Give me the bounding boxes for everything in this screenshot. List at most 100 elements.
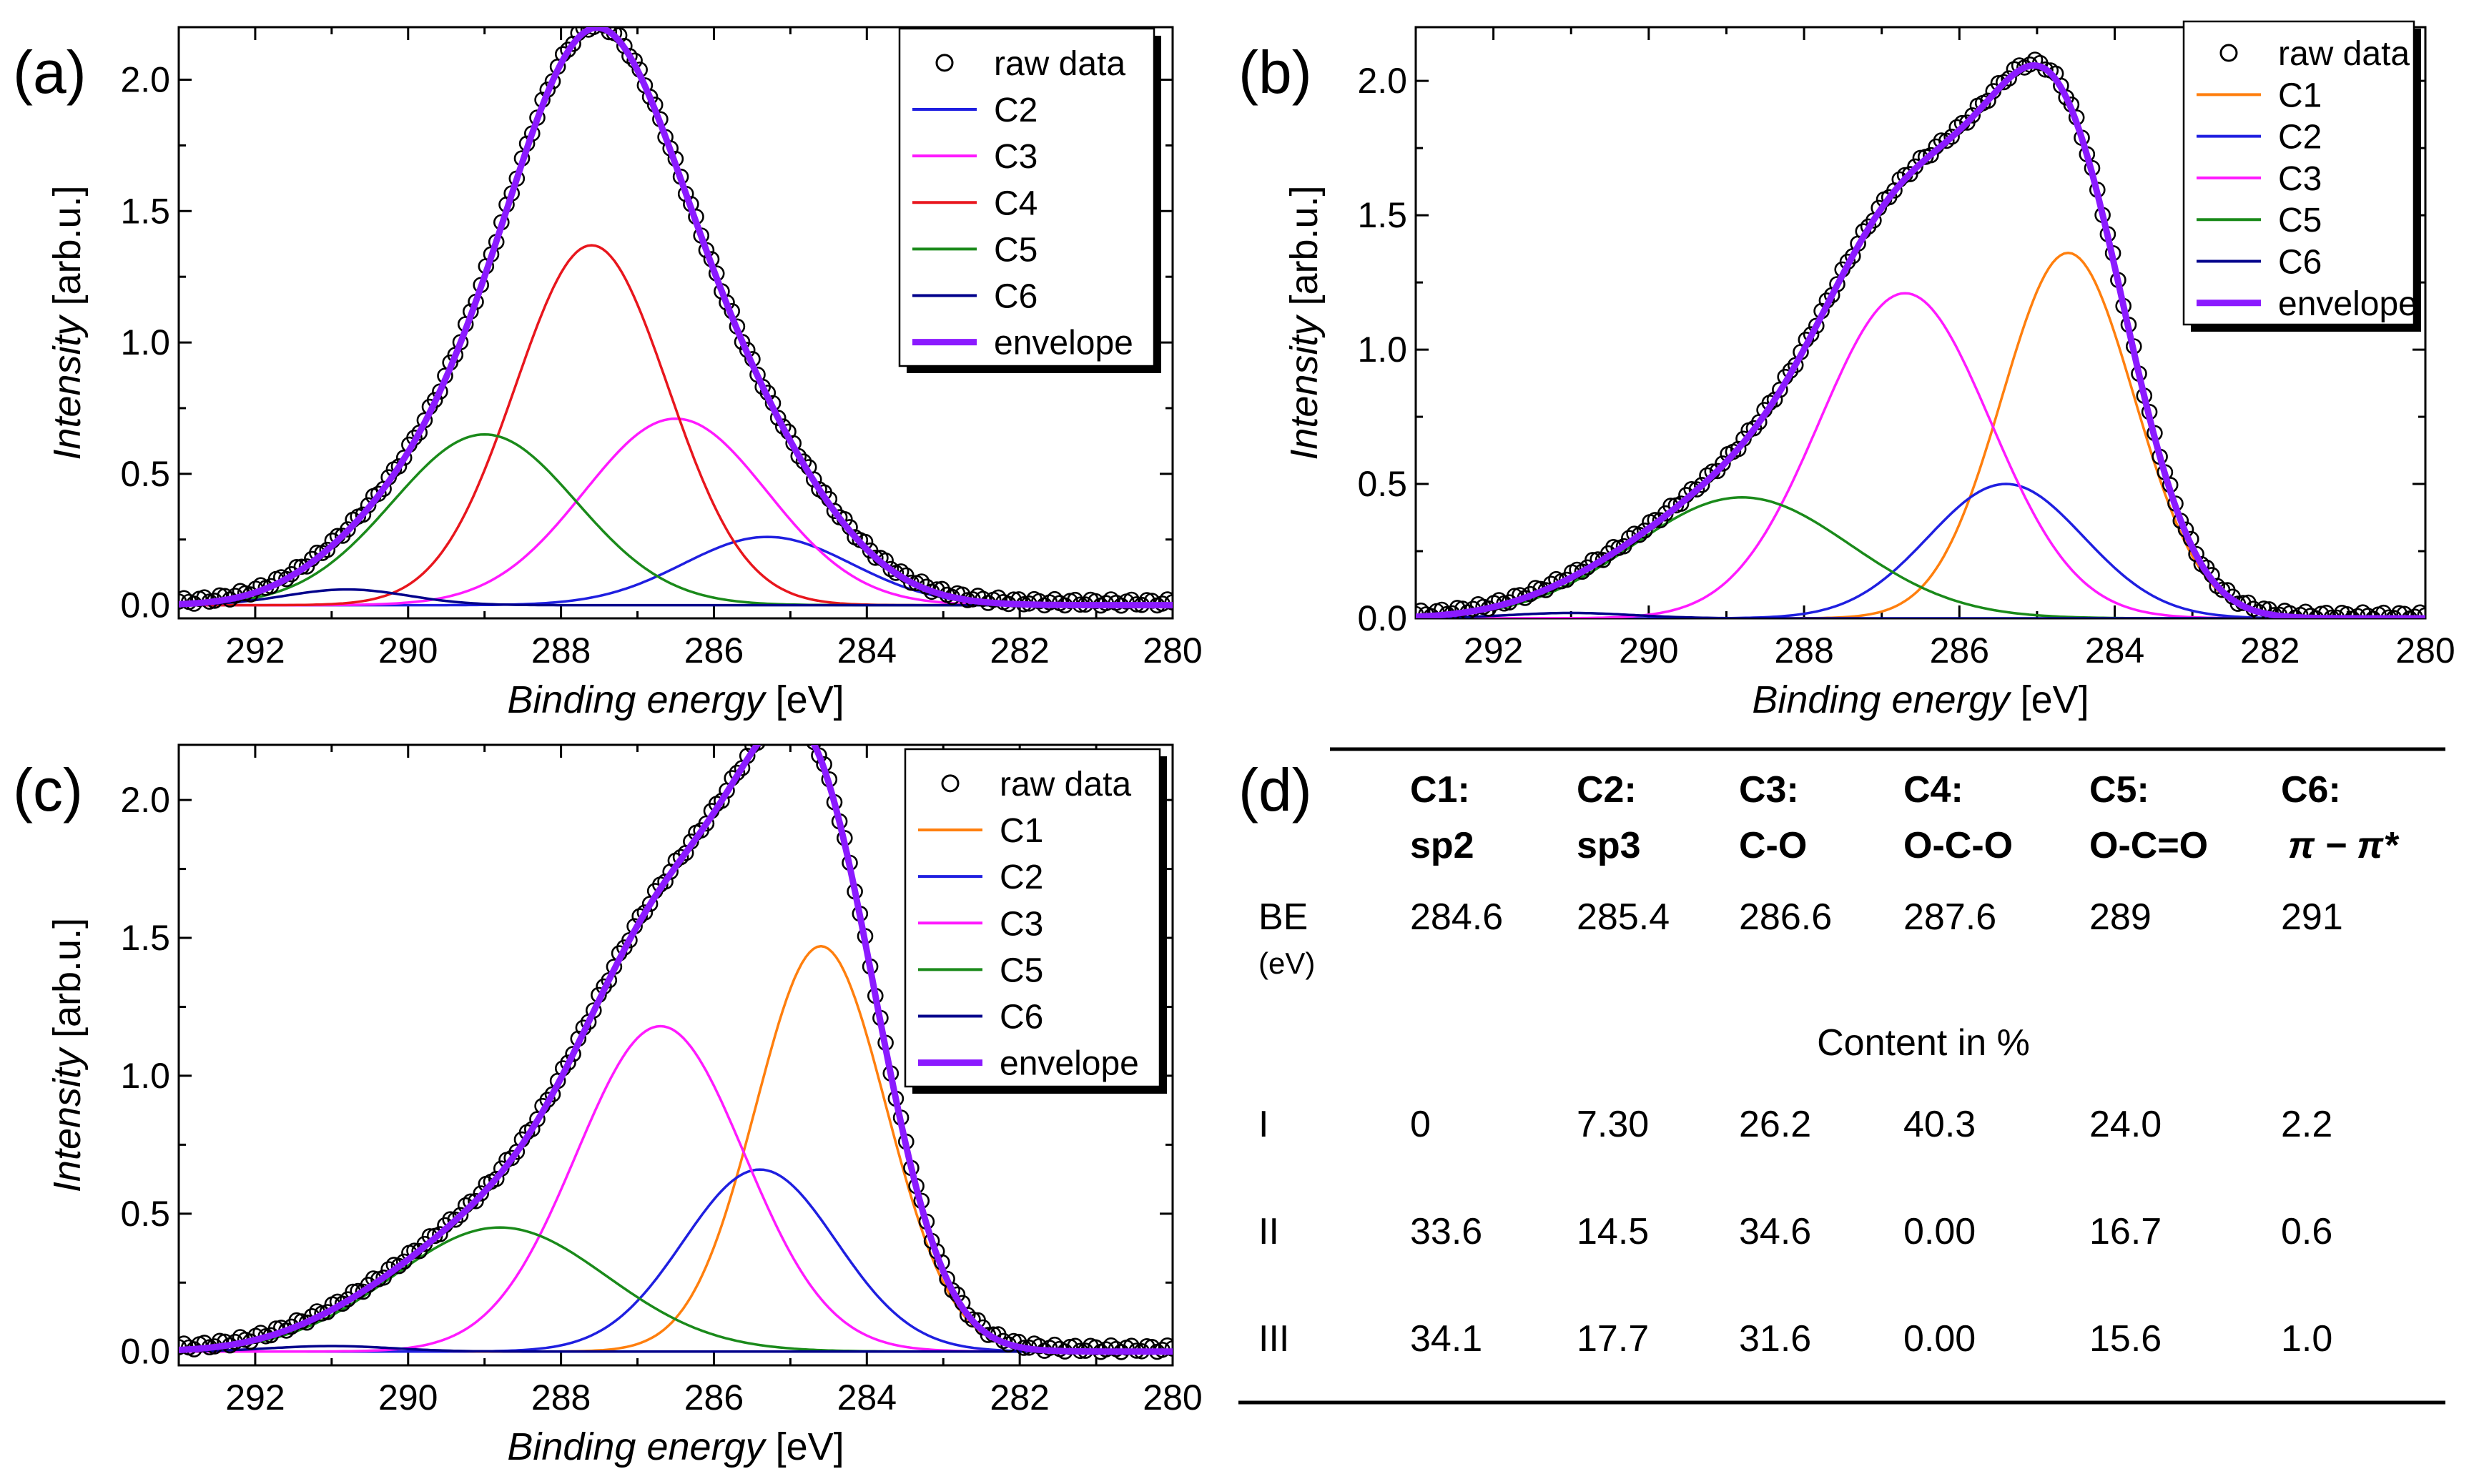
legend-label: C6 [1000,999,1043,1037]
y-tick-label: 0.5 [120,1194,170,1234]
panel-a: (a) 292 290 288 286 284 282 280 0.0 0.5 1.0 1.5 2.0 B… [13,26,1203,721]
table-col-header-code: C1: [1410,769,1470,811]
y-tick-label: 1.5 [120,918,170,958]
x-tick-label: 292 [225,1377,285,1418]
panel-label: (b) [1238,39,1312,106]
panel-b: (b) 292 290 288 286 284 282 280 0.0 0.5 1.0 1.5 2.0 B… [1238,20,2455,721]
raw-data-point [882,560,900,578]
table-cell: 24.0 [2089,1104,2162,1145]
envelope-curve [179,745,1173,1355]
raw-data-point [2375,604,2392,618]
legend: raw data C2 C3 C4 C5 C6 envelope [898,27,1161,373]
legend-marker-raw [941,774,960,793]
y-tick-label: 0.0 [1357,598,1407,638]
y-tick-label: 0.0 [120,1332,170,1372]
raw-data-point [965,1311,981,1328]
y-tick-label: 2.0 [120,780,170,820]
legend-box [904,748,1161,1088]
raw-data-point [1672,495,1690,512]
table-col-header-name: π − π* [2288,825,2400,866]
table-cell: 33.6 [1410,1211,1482,1252]
legend-box [2182,20,2415,326]
x-tick-label: 288 [1774,630,1833,671]
raw-data-point [714,792,730,809]
raw-data-point [1907,158,1923,175]
legend-label: raw data [2278,35,2410,73]
legend-label: envelope [1000,1045,1139,1083]
legend-label: C2 [2278,119,2322,157]
raw-data-point [2209,578,2225,595]
table-cell: 0.00 [1903,1318,1976,1360]
legend-label: raw data [994,45,1125,83]
y-tick-label: 2.0 [1357,61,1407,101]
legend-label: C3 [994,138,1038,176]
component-curve-c2 [1416,483,2425,618]
raw-data-point [2365,610,2382,618]
raw-data-point [980,1327,997,1343]
y-tick-label: 1.5 [1357,195,1407,235]
table-cell: 26.2 [1739,1104,1811,1145]
raw-data-point [1923,147,1939,164]
table-cell: 0 [1410,1104,1431,1145]
y-axis-title: Intensity [arb.u.] [46,185,89,460]
y-tick-label: 1.5 [120,191,170,231]
x-tick-label: 290 [378,630,438,671]
panel-label: (c) [13,756,83,823]
x-tick-label: 290 [1619,630,1678,671]
envelope-curve [179,27,1173,609]
component-curve-c5 [1416,496,2425,618]
table-cell-be: 287.6 [1903,896,1996,938]
table-cell: 31.6 [1739,1318,1811,1360]
x-tick-label: 288 [531,1377,591,1418]
component-curve-c3 [179,417,1173,607]
x-tick-label: 292 [225,630,285,671]
raw-data-point [523,1121,541,1137]
legend-marker-raw [2219,44,2238,62]
raw-data-point [2396,605,2412,618]
table-cell: 1.0 [2281,1318,2332,1360]
table-cell: 34.6 [1739,1211,1811,1252]
raw-data-point [2318,605,2335,618]
raw-data-point [944,1282,960,1299]
table-cell: 2.2 [2281,1104,2332,1145]
table-col-header-code: C6: [2281,769,2341,811]
plot-area [179,721,1173,1360]
table-cell: 14.5 [1577,1211,1649,1252]
legend-label: C1 [1000,812,1043,850]
table-col-header-name: sp2 [1410,825,1474,866]
legend-label: raw data [1000,766,1131,803]
y-axis-title-text: Intensity [46,1047,89,1192]
plot-frame [177,743,1174,1367]
y-axis-title: Intensity [arb.u.] [1283,185,1326,460]
raw-data-point [1766,391,1783,408]
legend-label: C2 [994,91,1038,129]
legend-label: C6 [994,278,1038,316]
raw-data-point [1943,129,1960,145]
raw-data-point [1996,74,2012,91]
plot-area [179,27,1173,614]
legend-label: C3 [2278,160,2322,198]
x-axis-title: Binding energy [eV] [1752,678,2089,721]
table-row-label: III [1258,1318,1289,1360]
table-row-unit-be: (eV) [1258,946,1315,980]
legend-label: C1 [2278,76,2322,114]
legend-label: C5 [2278,202,2322,239]
x-tick-label: 280 [2395,630,2455,671]
legend-label: C4 [994,184,1038,222]
table-row-label: II [1258,1211,1279,1252]
raw-data-point [390,1257,408,1275]
raw-data-point [802,721,816,736]
table-col-header-name: C-O [1739,825,1807,866]
x-axis-title-text: Binding energy [507,678,767,721]
y-tick-label: 0.0 [120,585,170,625]
table-cell-be: 291 [2281,896,2343,938]
raw-data-point [867,549,884,566]
table-col-header-code: C5: [2089,769,2149,811]
table-col-header-code: C2: [1577,769,1637,811]
table-cell: 16.7 [2089,1211,2162,1252]
raw-data-point [488,1170,505,1187]
raw-data-point [657,874,674,890]
raw-data-point [1031,593,1048,610]
